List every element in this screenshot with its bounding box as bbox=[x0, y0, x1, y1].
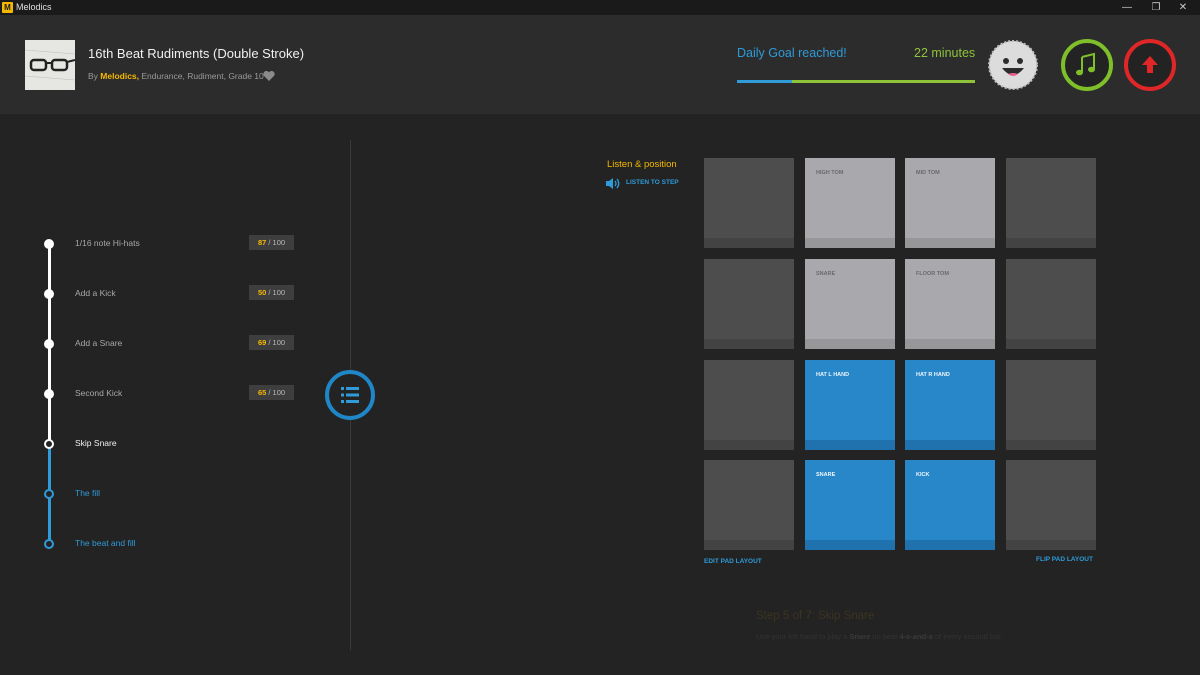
close-icon[interactable]: ✕ bbox=[1178, 2, 1188, 13]
step-dot bbox=[44, 389, 54, 399]
step-dot-upcoming bbox=[44, 489, 54, 499]
step-info-description: Use your left hand to play a Snare on be… bbox=[756, 632, 1003, 641]
drum-pad[interactable] bbox=[1006, 158, 1096, 248]
lesson-thumbnail bbox=[25, 40, 75, 90]
speaker-icon bbox=[606, 178, 620, 189]
step-score-badge: 87 / 100 bbox=[249, 235, 294, 250]
arrow-up-icon bbox=[1142, 56, 1158, 73]
step-score-badge: 50 / 100 bbox=[249, 285, 294, 300]
step-label: Second Kick bbox=[75, 388, 123, 398]
step-label: Add a Kick bbox=[75, 288, 116, 298]
step-label: Add a Snare bbox=[75, 338, 123, 348]
lesson-title: 16th Beat Rudiments (Double Stroke) bbox=[88, 46, 305, 61]
daily-goal-progress bbox=[737, 80, 975, 83]
edit-pad-layout-link[interactable]: EDIT PAD LAYOUT bbox=[704, 558, 762, 565]
author-link[interactable]: Melodics, bbox=[100, 71, 140, 81]
daily-goal-text: Daily Goal reached! bbox=[737, 46, 847, 60]
daily-goal-progress-fill bbox=[737, 80, 792, 83]
app-logo-icon: M bbox=[2, 2, 13, 13]
music-note-icon bbox=[1076, 52, 1095, 76]
step-item[interactable]: Add a Kick 50 / 100 bbox=[0, 284, 300, 304]
step-label: Skip Snare bbox=[75, 438, 117, 448]
drum-pad-hat-r-hand[interactable]: HAT R HAND bbox=[905, 360, 995, 450]
step-score-badge: 65 / 100 bbox=[249, 385, 294, 400]
drum-pad[interactable] bbox=[1006, 259, 1096, 349]
step-dot bbox=[44, 339, 54, 349]
step-label: The beat and fill bbox=[75, 538, 136, 548]
drum-pad[interactable] bbox=[704, 460, 794, 550]
step-dot-upcoming bbox=[44, 539, 54, 549]
drum-pad[interactable] bbox=[704, 259, 794, 349]
title-bar: M Melodics — ❐ ✕ bbox=[0, 0, 1200, 15]
app-title: Melodics bbox=[16, 2, 52, 12]
step-list-button[interactable] bbox=[325, 370, 375, 420]
step-item[interactable]: Second Kick 65 / 100 bbox=[0, 384, 300, 404]
minimize-icon[interactable]: — bbox=[1122, 2, 1132, 13]
drum-pad[interactable] bbox=[1006, 460, 1096, 550]
drum-pad-mid-tom[interactable]: MID TOM bbox=[905, 158, 995, 248]
daily-goal-minutes: 22 minutes bbox=[914, 46, 976, 60]
step-dot bbox=[44, 239, 54, 249]
drum-pad-floor-tom[interactable]: FLOOR TOM bbox=[905, 259, 995, 349]
drum-pad[interactable] bbox=[704, 360, 794, 450]
drum-pad-snare-active[interactable]: SNARE bbox=[805, 460, 895, 550]
restore-icon[interactable]: ❐ bbox=[1151, 2, 1161, 13]
drum-pad-kick[interactable]: KICK bbox=[905, 460, 995, 550]
step-info-title: Step 5 of 7: Skip Snare bbox=[756, 610, 875, 622]
listen-position-title: Listen & position bbox=[607, 159, 677, 170]
favorite-heart-icon[interactable] bbox=[262, 69, 276, 83]
step-item-current[interactable]: Skip Snare bbox=[0, 434, 300, 454]
step-item[interactable]: The beat and fill bbox=[0, 534, 300, 554]
upload-button[interactable] bbox=[1124, 39, 1176, 91]
step-label: 1/16 note Hi-hats bbox=[75, 238, 140, 248]
drum-pad-hat-l-hand[interactable]: HAT L HAND bbox=[805, 360, 895, 450]
song-button[interactable] bbox=[1061, 39, 1113, 91]
drum-pad[interactable] bbox=[704, 158, 794, 248]
step-item[interactable]: 1/16 note Hi-hats 87 / 100 bbox=[0, 234, 300, 254]
drum-pad-snare[interactable]: SNARE bbox=[805, 259, 895, 349]
list-icon bbox=[341, 387, 359, 403]
drum-pad[interactable] bbox=[1006, 360, 1096, 450]
step-dot bbox=[44, 289, 54, 299]
step-dot-current bbox=[44, 439, 54, 449]
step-score-badge: 69 / 100 bbox=[249, 335, 294, 350]
lesson-meta: By Melodics, Endurance, Rudiment, Grade … bbox=[88, 71, 264, 81]
step-item[interactable]: The fill bbox=[0, 484, 300, 504]
step-label: The fill bbox=[75, 488, 101, 498]
lesson-header: 16th Beat Rudiments (Double Stroke) By M… bbox=[0, 15, 1200, 114]
smiley-face-icon[interactable] bbox=[987, 39, 1039, 91]
drum-pad-high-tom[interactable]: HIGH TOM bbox=[805, 158, 895, 248]
step-item[interactable]: Add a Snare 69 / 100 bbox=[0, 334, 300, 354]
flip-pad-layout-link[interactable]: FLIP PAD LAYOUT bbox=[1036, 556, 1093, 563]
